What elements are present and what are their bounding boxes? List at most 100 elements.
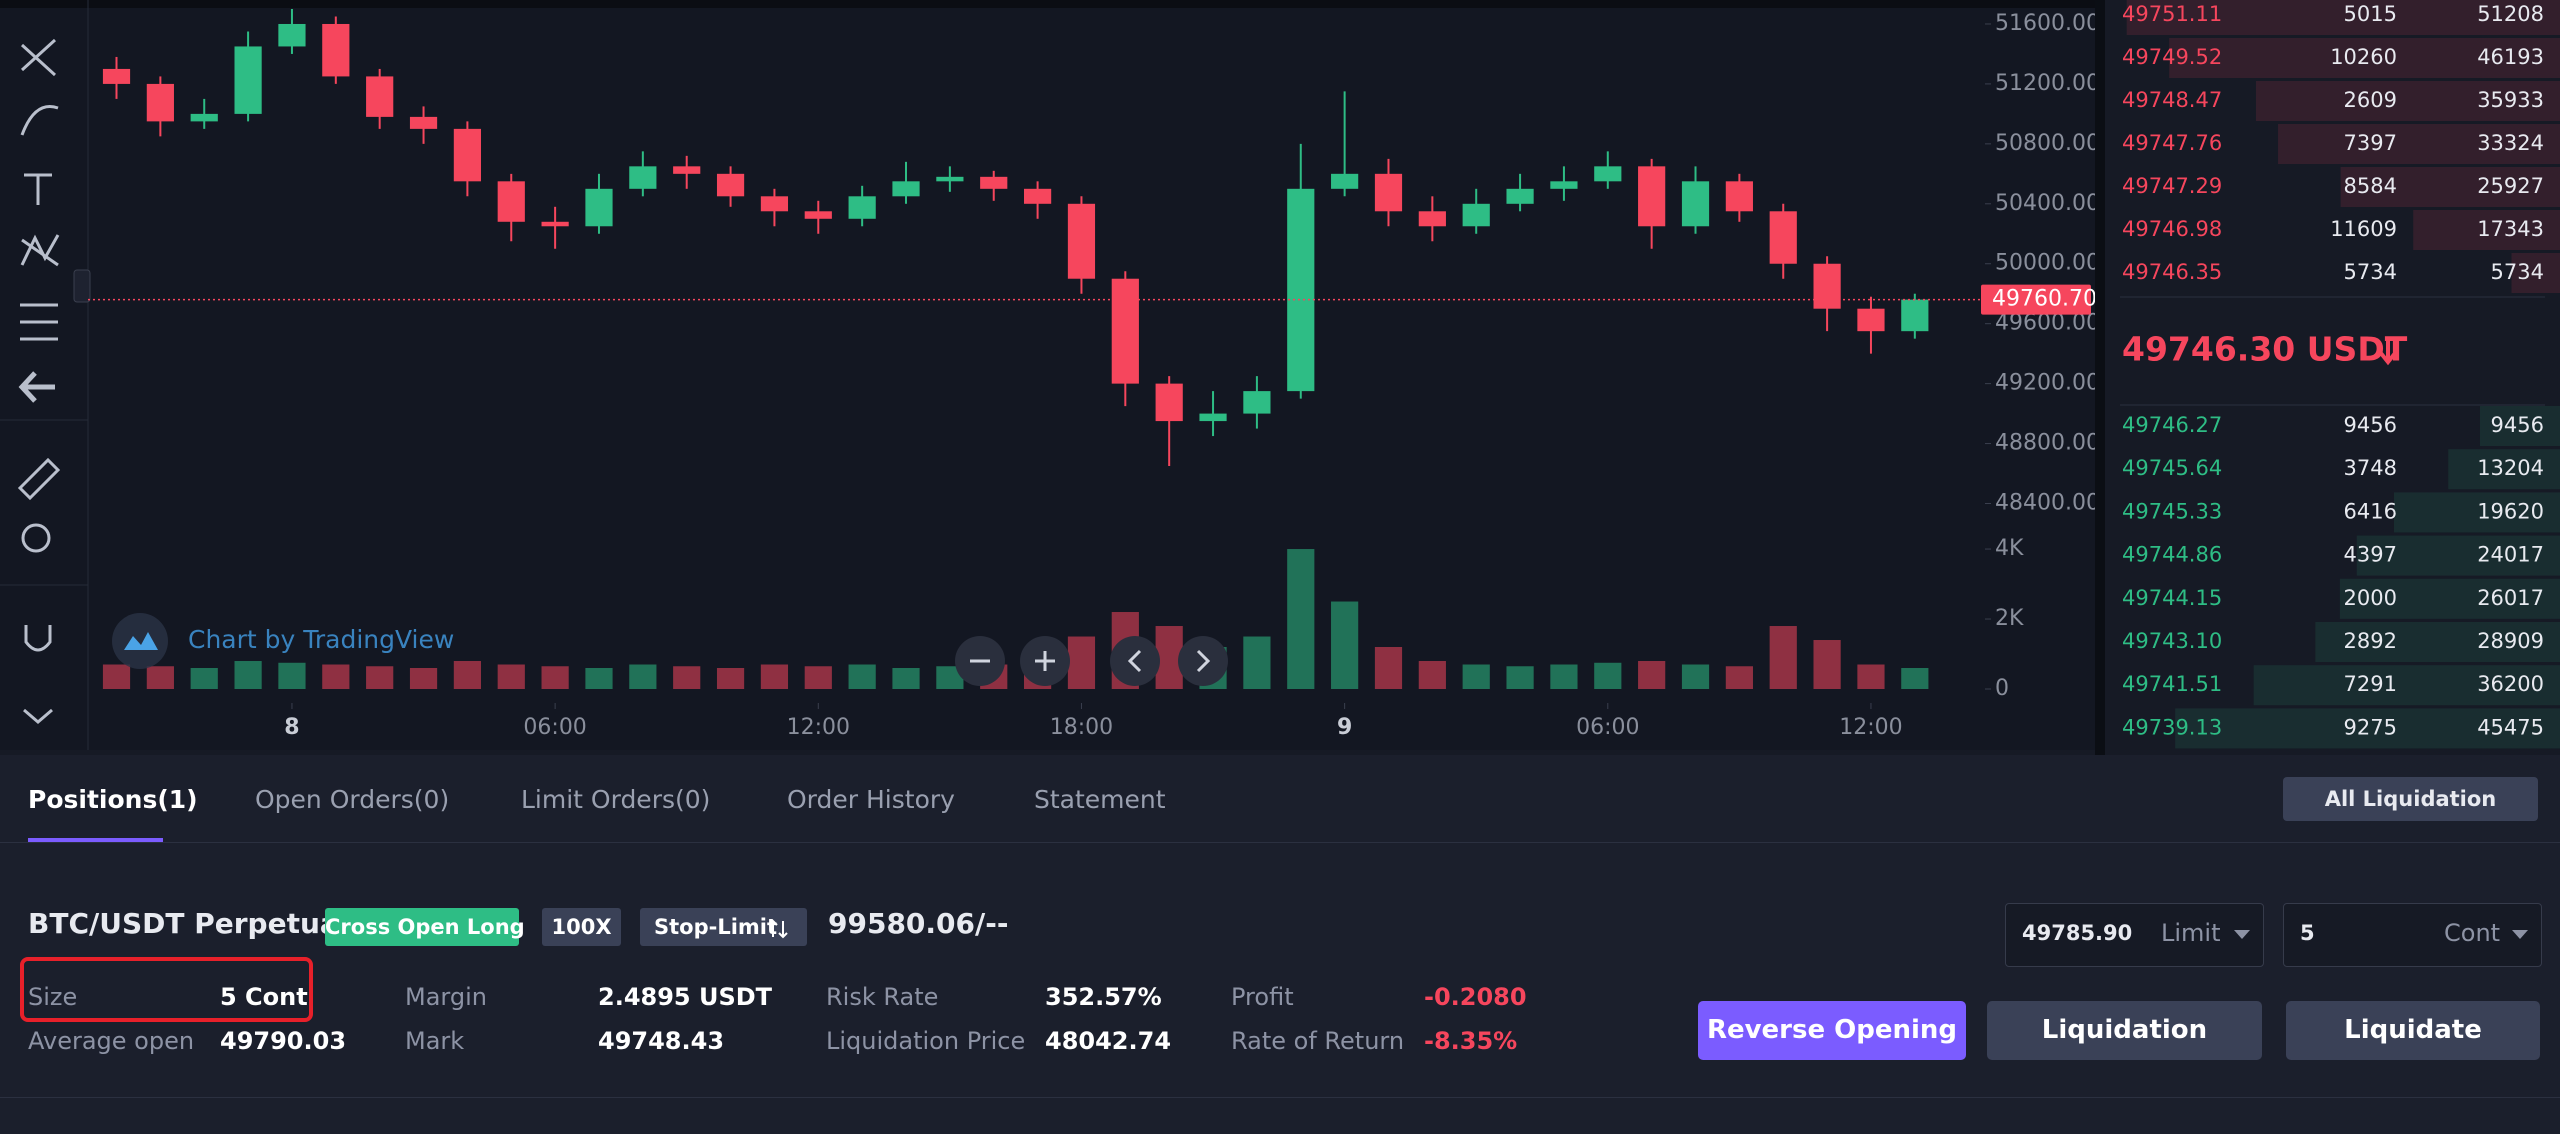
candle-body	[1681, 181, 1710, 227]
tool-magnet[interactable]	[24, 625, 52, 652]
book-amount: 2000	[2344, 586, 2397, 610]
scroll-left[interactable]	[1110, 636, 1160, 686]
book-total: 33324	[2477, 131, 2544, 155]
volume-bar	[541, 666, 569, 689]
input-unit[interactable]: Cont	[2444, 919, 2501, 947]
symbol: BTC/USDT Perpetual	[28, 907, 349, 940]
depth-bar	[2340, 167, 2560, 207]
depth-bar	[2253, 665, 2560, 706]
depth-bar	[2175, 708, 2560, 749]
liquidate-button[interactable]: Liquidate	[2286, 1001, 2540, 1060]
tool-zoom[interactable]	[21, 523, 51, 553]
volume-bar	[1638, 661, 1666, 689]
tool-more[interactable]	[23, 708, 53, 724]
stop-value: 99580.06/--	[828, 907, 1009, 940]
field-label: Margin	[405, 983, 487, 1011]
candle-body	[760, 196, 789, 212]
volume-bar	[1813, 640, 1841, 689]
candle-body	[1067, 203, 1096, 279]
volume-bar	[1374, 647, 1403, 689]
tool-pattern[interactable]	[20, 234, 60, 267]
tag: Cross Open Long	[325, 908, 525, 946]
book-amount: 2892	[2344, 629, 2397, 653]
field-value: -8.35%	[1424, 1027, 1518, 1055]
tab[interactable]: Positions(1)	[28, 785, 198, 814]
tab-underline	[28, 838, 163, 842]
y-tick-label: 48800.00	[1995, 431, 2100, 456]
tab-separator	[0, 842, 2560, 843]
collapse-handle[interactable]	[73, 269, 91, 303]
price-pane	[102, 8, 1929, 467]
down-arrow	[2378, 338, 2398, 366]
tool-lines[interactable]	[20, 38, 57, 77]
book-price: 49746.98	[2122, 217, 2222, 241]
x-tick-label: 06:00	[1576, 715, 1639, 740]
candle-body	[1243, 391, 1271, 414]
scroll-right[interactable]	[1178, 636, 1228, 686]
candle-body	[1199, 413, 1227, 422]
chart-area: 51600.00 51200.00 50800.00 50400.00 50000.00…	[0, 0, 2560, 755]
candle-body	[848, 196, 876, 219]
input-value: 49785.90	[2022, 921, 2133, 945]
book-total: 9456	[2491, 413, 2544, 437]
dropdown-caret	[2512, 930, 2528, 939]
tab[interactable]: Limit Orders(0)	[521, 785, 711, 814]
book-total: 24017	[2477, 543, 2544, 567]
field-label: Profit	[1231, 983, 1294, 1011]
candle-body	[629, 166, 657, 189]
tag[interactable]: Stop-Limit	[640, 908, 807, 946]
depth-bar	[2413, 210, 2560, 250]
volume-bar	[1462, 664, 1490, 689]
candle-body	[936, 176, 964, 182]
book-amount: 8584	[2344, 174, 2397, 198]
field-value: 48042.74	[1045, 1027, 1172, 1055]
candle-body	[1155, 383, 1183, 422]
x-tick-label: 9	[1337, 715, 1352, 740]
volume-bar	[1418, 661, 1446, 689]
book-total: 36200	[2477, 672, 2544, 696]
watermark-icon	[124, 632, 158, 650]
all-liquidation-button[interactable]: All Liquidation	[2283, 777, 2538, 821]
candle-body	[541, 221, 569, 227]
y2-tick-label: 2K	[1995, 606, 2024, 631]
tool-brush[interactable]	[20, 105, 59, 136]
liquidation-button[interactable]: Liquidation	[1987, 1001, 2262, 1060]
field-label: Average open	[28, 1027, 195, 1055]
tool-ruler[interactable]	[17, 457, 61, 501]
tab[interactable]: Open Orders(0)	[255, 785, 450, 814]
x-tick-label: 18:00	[1050, 715, 1113, 740]
depth-bar	[2278, 124, 2560, 164]
y-tick-label: 50800.00	[1995, 131, 2100, 156]
qty-input[interactable]: 5 Cont	[2283, 903, 2542, 967]
tab[interactable]: Statement	[1034, 785, 1166, 814]
candle-body	[1725, 181, 1753, 212]
sort-icon	[768, 919, 788, 939]
order-book	[2105, 0, 2560, 755]
input-type[interactable]: Limit	[2161, 919, 2221, 947]
tool-text[interactable]	[24, 173, 52, 205]
y-tick-label: 48400.00	[1995, 491, 2100, 516]
book-price: 49747.29	[2122, 174, 2222, 198]
price-input[interactable]: 49785.90 Limit	[2005, 903, 2264, 967]
reverse-opening-button[interactable]: Reverse Opening	[1698, 1001, 1966, 1060]
volume-bar	[366, 666, 394, 689]
candle-body	[146, 83, 174, 122]
y2-tick-label: 0	[1995, 676, 2009, 701]
book-amount: 2609	[2344, 88, 2397, 112]
volume-bar	[1594, 662, 1622, 689]
bottom-separator	[0, 1097, 2560, 1098]
field-value: 2.4895 USDT	[598, 983, 773, 1011]
y-tick-label: 49200.00	[1995, 371, 2100, 396]
book-total: 5734	[2491, 260, 2544, 284]
tab[interactable]: Order History	[787, 785, 955, 814]
candle-body	[1638, 166, 1666, 227]
volume-bar	[409, 668, 438, 689]
tool-back[interactable]	[18, 371, 55, 403]
tool-fib[interactable]	[20, 303, 58, 341]
y-tick-label: 50000.00	[1995, 251, 2100, 276]
order-book-rows: 49751.11 5015 51208 49749.52 10260 46193 49748…	[2122, 0, 2560, 749]
zoom-controls	[955, 636, 1228, 686]
candle-body	[1550, 181, 1578, 189]
y-tick-label: 49600.00	[1995, 311, 2100, 336]
